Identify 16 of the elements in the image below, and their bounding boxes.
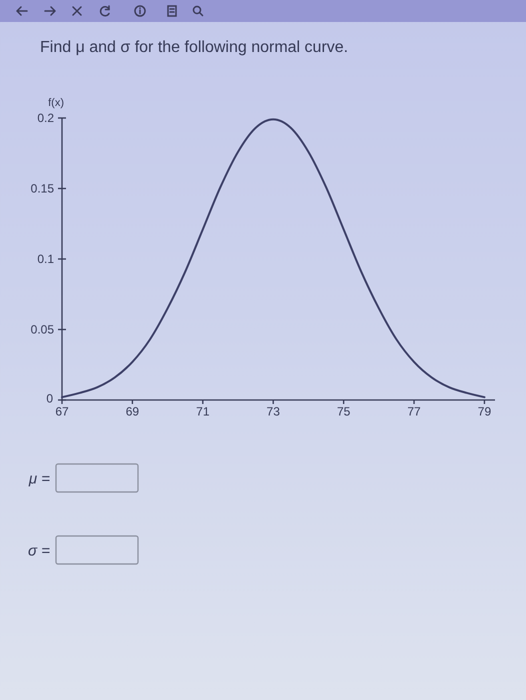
y-tick-label: 0.2 [37,110,54,125]
y-tick-label: 0 [46,391,54,406]
text: μ = [28,470,50,488]
x-tick-label: 71 [196,404,210,419]
y-tick-label: 0.15 [30,181,54,196]
x-tick-label: 79 [478,404,492,419]
x-tick-label: 67 [55,404,69,419]
y-tick-label: 0.1 [37,252,54,266]
y-axis-title: f(x) [48,97,64,109]
y-tick-label: 0.05 [30,322,54,336]
x-tick-label: 73 [266,404,280,419]
x-tick-label: 75 [336,404,351,419]
x-tick-label: 77 [407,404,422,419]
x-tick-label: 69 [126,404,140,419]
chart-title: Find μ and σ for the following normal curve. [40,39,348,56]
text: σ = [28,542,50,560]
